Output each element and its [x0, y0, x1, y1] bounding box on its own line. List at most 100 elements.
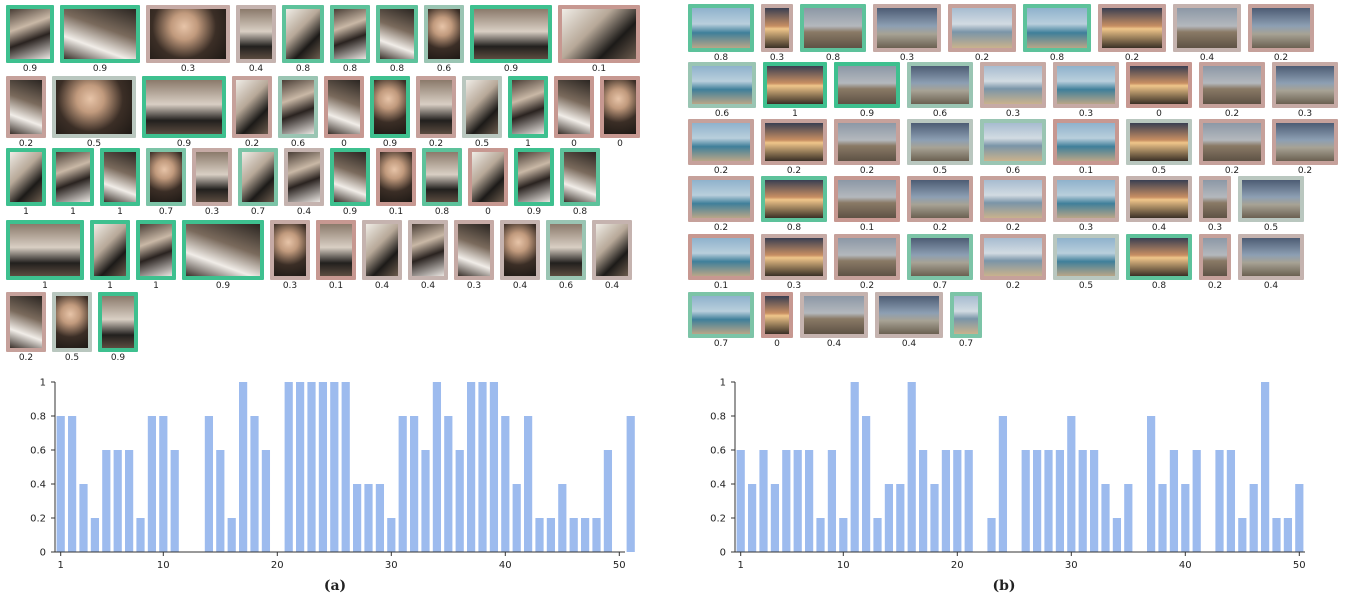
chart-bar: [512, 484, 521, 552]
photo-score-label: 0.7: [932, 281, 948, 291]
photo-image: [186, 224, 260, 276]
chart-bar: [341, 382, 350, 552]
chart-bar: [1215, 450, 1224, 552]
photo-image: [911, 238, 969, 276]
photo-image: [1130, 238, 1188, 276]
photo-score-label: 0.5: [86, 139, 102, 149]
photo-image: [512, 80, 544, 134]
photo-thumbnail: [100, 148, 140, 206]
chart-bar: [793, 450, 802, 552]
photo-image: [288, 152, 320, 202]
photo-score-label: 0.5: [64, 353, 80, 363]
y-tick-label: 0.2: [30, 514, 46, 525]
chart-bar: [805, 450, 814, 552]
photo-image: [911, 123, 969, 161]
photo-thumbnail: [278, 76, 318, 138]
photo-thumbnail: [136, 220, 176, 280]
photo-score-label: 0.7: [958, 339, 974, 349]
photo-image: [320, 224, 352, 276]
photo-score-label: 0.4: [901, 339, 917, 349]
photo-image: [366, 224, 398, 276]
chart-bar: [1226, 450, 1236, 552]
y-tick-label: 0.6: [710, 446, 726, 457]
photo-thumbnail: [980, 234, 1046, 280]
photo-thumbnail: [284, 148, 324, 206]
photo-thumbnail: [468, 148, 508, 206]
chart-bar: [1055, 450, 1065, 552]
photo-image: [765, 296, 789, 334]
photo-score-label: 0.1: [713, 281, 729, 291]
chart-bar: [546, 518, 556, 552]
photo-thumbnail: [52, 292, 92, 352]
photo-score-label: 0.9: [22, 64, 38, 74]
photo-thumbnail: [800, 4, 866, 52]
photo-thumbnail: [6, 5, 54, 63]
photo-image: [328, 80, 360, 134]
photo-thumbnail: [1126, 62, 1192, 108]
chart-bar: [1078, 450, 1087, 552]
photo-image: [196, 152, 228, 202]
photo-image: [604, 80, 636, 134]
photo-thumbnail: [142, 76, 226, 138]
y-tick-label: 0.8: [30, 412, 46, 423]
photo-thumbnail: [907, 176, 973, 222]
photo-thumbnail: [558, 5, 640, 63]
chart-bar: [1033, 450, 1042, 552]
photo-thumbnail: [192, 148, 232, 206]
photo-score-label: 0.3: [1005, 109, 1021, 119]
photo-score-label: 0.2: [713, 166, 729, 176]
chart-bar: [1181, 484, 1190, 552]
photo-score-label: 0.6: [714, 109, 730, 119]
chart-bar: [90, 518, 100, 552]
photo-thumbnail: [416, 76, 456, 138]
chart-bar: [410, 416, 419, 552]
chart-bar: [113, 450, 122, 552]
y-tick-label: 0: [40, 548, 46, 559]
photo-thumbnail: [146, 5, 230, 63]
photo-image: [242, 152, 274, 202]
x-tick-label: 20: [271, 560, 284, 571]
photo-thumbnail: [761, 292, 793, 338]
photo-image: [1252, 8, 1310, 48]
chart-bar: [1044, 450, 1053, 552]
chart-bar: [444, 416, 453, 552]
y-tick-label: 0.6: [30, 446, 46, 457]
photo-image: [765, 123, 823, 161]
figure-panel-a: 0.9 0.9 0.3 0.4 0.8 0.8 0.8 0.6 0.9 0.1 0.2 0.5 0.9 0…: [0, 0, 670, 599]
photo-thumbnail: [500, 220, 540, 280]
photo-thumbnail: [1199, 234, 1231, 280]
photo-thumbnail: [761, 176, 827, 222]
chart-bar: [296, 382, 305, 552]
photo-image: [64, 9, 136, 59]
photo-thumbnail: [1126, 234, 1192, 280]
photo-thumbnail: [948, 4, 1016, 52]
x-tick-label: 20: [951, 560, 964, 571]
chart-bar: [398, 416, 407, 552]
x-tick-label: 30: [385, 560, 398, 571]
photo-thumbnail: [454, 220, 494, 280]
photo-score-label: 0.2: [859, 166, 875, 176]
photo-image: [334, 9, 366, 59]
photo-thumbnail: [907, 62, 973, 108]
photo-thumbnail: [907, 234, 973, 280]
photo-score-label: 0.2: [18, 353, 34, 363]
chart-bar: [1261, 382, 1270, 552]
photo-thumbnail: [1272, 62, 1338, 108]
photo-score-label: 0.2: [18, 139, 34, 149]
photo-image: [334, 152, 366, 202]
photo-thumbnail: [980, 62, 1046, 108]
photo-thumbnail: [6, 76, 46, 138]
x-tick-label: 50: [613, 560, 626, 571]
photo-score-label: 0.2: [1124, 53, 1140, 63]
bar-chart-b-svg: 0 0.2 0.4 0.6 0.8 1 1 10 20 30 40 50: [710, 378, 1306, 572]
chart-bar: [1238, 518, 1247, 552]
chart-bar: [79, 484, 88, 552]
photo-score-label: 0.7: [713, 339, 729, 349]
chart-bar: [896, 484, 905, 552]
photo-thumbnail: [761, 119, 827, 165]
photo-thumbnail: [546, 220, 586, 280]
photo-image: [1242, 238, 1300, 276]
chart-bar: [827, 450, 837, 552]
photo-image: [877, 8, 937, 48]
caption-b: (b): [992, 578, 1016, 594]
